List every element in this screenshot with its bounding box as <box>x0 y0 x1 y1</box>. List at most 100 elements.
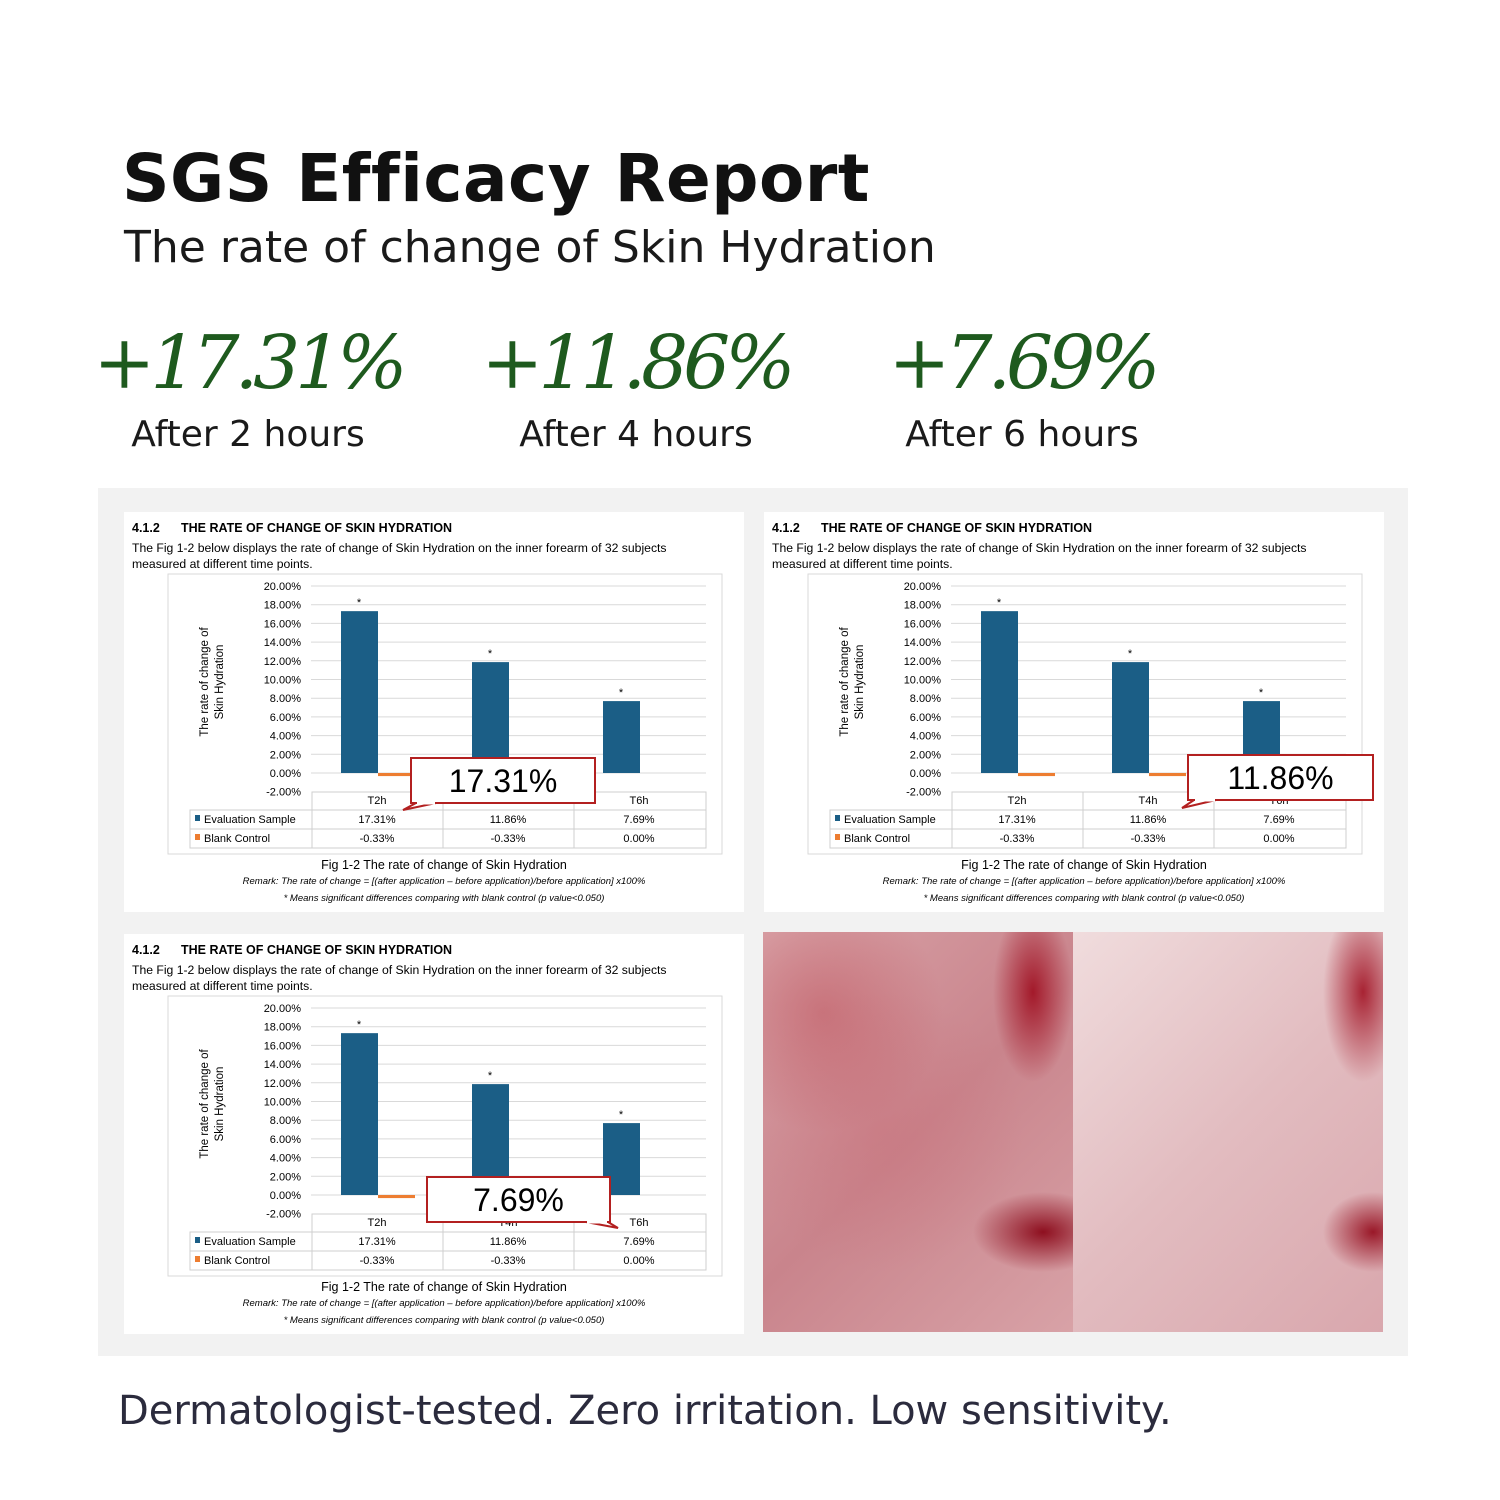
y-tick-label: 12.00% <box>904 656 942 668</box>
report-description: The Fig 1-2 below displays the rate of c… <box>772 541 1307 555</box>
bar-evaluation-sample <box>472 662 509 773</box>
y-tick-label: 4.00% <box>910 731 941 743</box>
callout-box <box>410 757 596 804</box>
y-tick-label: 8.00% <box>910 693 941 705</box>
chart-svg: 4.1.2 THE RATE OF CHANGE OF SKIN HYDRATIO… <box>772 521 1374 904</box>
bar-blank-control <box>378 773 415 777</box>
stat-2h: +17.31% After 2 hours <box>88 318 408 455</box>
chart-frame <box>167 995 723 1277</box>
stat-caption: After 6 hours <box>905 414 1139 455</box>
skin-before-image <box>763 932 1073 1332</box>
table-cell: 7.69% <box>623 814 654 826</box>
figure-note: * Means significant differences comparin… <box>284 893 605 904</box>
legend-swatch <box>835 834 840 840</box>
y-tick-label: 18.00% <box>264 1022 302 1034</box>
y-tick-label: 16.00% <box>264 618 302 630</box>
report-heading: THE RATE OF CHANGE OF SKIN HYDRATION <box>181 943 452 957</box>
table-cell: 11.86% <box>490 814 527 826</box>
y-tick-label: 12.00% <box>264 656 302 668</box>
y-axis-label: The rate of change of <box>199 1049 211 1159</box>
table-cell: -0.33% <box>491 1255 526 1267</box>
y-tick-label: 10.00% <box>904 675 942 687</box>
figure-caption: Fig 1-2 The rate of change of Skin Hydra… <box>321 1280 567 1294</box>
legend-label: Evaluation Sample <box>204 1236 296 1248</box>
table-cell: 17.31% <box>358 1236 396 1248</box>
bar-evaluation-sample <box>603 701 640 773</box>
y-tick-label: -2.00% <box>906 787 941 799</box>
table-cell: -0.33% <box>360 833 395 845</box>
y-tick-label: 20.00% <box>264 581 302 593</box>
chart-frame <box>807 573 1363 855</box>
table-cell: -0.33% <box>1131 833 1166 845</box>
x-category-label: T6h <box>630 795 649 807</box>
legend-label: Blank Control <box>844 833 910 845</box>
bar-blank-control <box>1149 773 1186 777</box>
y-tick-label: 2.00% <box>270 749 301 761</box>
legend-label: Blank Control <box>204 833 270 845</box>
report-description: The Fig 1-2 below displays the rate of c… <box>132 963 667 977</box>
footer-tagline: Dermatologist-tested. Zero irritation. L… <box>118 1388 1172 1434</box>
bar-evaluation-sample <box>341 611 378 773</box>
chart-svg: 4.1.2 THE RATE OF CHANGE OF SKIN HYDRATIO… <box>132 943 723 1326</box>
stat-4h: +11.86% After 4 hours <box>476 318 796 455</box>
stat-caption: After 4 hours <box>519 414 753 455</box>
page-subtitle: The rate of change of Skin Hydration <box>124 222 936 273</box>
table-cell: 7.69% <box>623 1236 654 1248</box>
significance-marker: * <box>619 1109 624 1121</box>
stat-value: +7.69% <box>888 320 1160 406</box>
section-number: 4.1.2 <box>132 943 160 957</box>
report-chart-card-4h: 4.1.2 THE RATE OF CHANGE OF SKIN HYDRATIO… <box>764 512 1384 912</box>
significance-marker: * <box>488 1070 493 1082</box>
y-tick-label: 20.00% <box>264 1003 302 1015</box>
y-tick-label: 2.00% <box>910 749 941 761</box>
table-cell: 0.00% <box>1263 833 1294 845</box>
bar-blank-control <box>1018 773 1055 777</box>
y-tick-label: 4.00% <box>270 1153 301 1165</box>
y-tick-label: 8.00% <box>270 1115 301 1127</box>
significance-marker: * <box>357 597 362 609</box>
table-cell: 17.31% <box>358 814 396 826</box>
stat-caption: After 2 hours <box>131 414 365 455</box>
figure-note: * Means significant differences comparin… <box>284 1315 605 1326</box>
stat-value: +11.86% <box>481 320 795 406</box>
y-tick-label: 0.00% <box>270 768 301 780</box>
x-category-label: T6h <box>630 1217 649 1229</box>
table-cell: 11.86% <box>490 1236 527 1248</box>
x-category-label: T2h <box>1008 795 1027 807</box>
chart-svg: 4.1.2 THE RATE OF CHANGE OF SKIN HYDRATIO… <box>132 521 723 904</box>
report-heading: THE RATE OF CHANGE OF SKIN HYDRATION <box>821 521 1092 535</box>
x-category-label: T4h <box>1139 795 1158 807</box>
section-number: 4.1.2 <box>132 521 160 535</box>
report-description: The Fig 1-2 below displays the rate of c… <box>132 541 667 555</box>
y-tick-label: 10.00% <box>264 1097 302 1109</box>
table-cell: 11.86% <box>1130 814 1167 826</box>
y-tick-label: 14.00% <box>264 637 302 649</box>
x-category-label: T2h <box>368 795 387 807</box>
y-tick-label: 16.00% <box>904 618 942 630</box>
figure-remark: Remark: The rate of change = [(after app… <box>883 876 1286 887</box>
table-cell: -0.33% <box>360 1255 395 1267</box>
callout-box <box>1187 754 1374 801</box>
y-tick-label: -2.00% <box>266 787 301 799</box>
y-tick-label: 14.00% <box>264 1059 302 1071</box>
y-tick-label: 4.00% <box>270 731 301 743</box>
y-tick-label: 6.00% <box>270 712 301 724</box>
y-tick-label: 14.00% <box>904 637 942 649</box>
legend-swatch <box>835 815 840 821</box>
y-tick-label: 12.00% <box>264 1078 302 1090</box>
legend-swatch <box>195 815 200 821</box>
legend-swatch <box>195 834 200 840</box>
callout-value: 7.69% <box>473 1182 564 1218</box>
figure-remark: Remark: The rate of change = [(after app… <box>243 1298 646 1309</box>
figure-caption: Fig 1-2 The rate of change of Skin Hydra… <box>321 858 567 872</box>
callout-value: 17.31% <box>449 763 558 799</box>
y-tick-label: 20.00% <box>904 581 942 593</box>
bar-evaluation-sample <box>341 1033 378 1195</box>
table-cell: 0.00% <box>623 833 654 845</box>
bar-evaluation-sample <box>981 611 1018 773</box>
page-title: SGS Efficacy Report <box>122 140 870 217</box>
bar-blank-control <box>378 1195 415 1199</box>
bar-evaluation-sample <box>1112 662 1149 773</box>
legend-swatch <box>195 1256 200 1262</box>
y-tick-label: 6.00% <box>910 712 941 724</box>
